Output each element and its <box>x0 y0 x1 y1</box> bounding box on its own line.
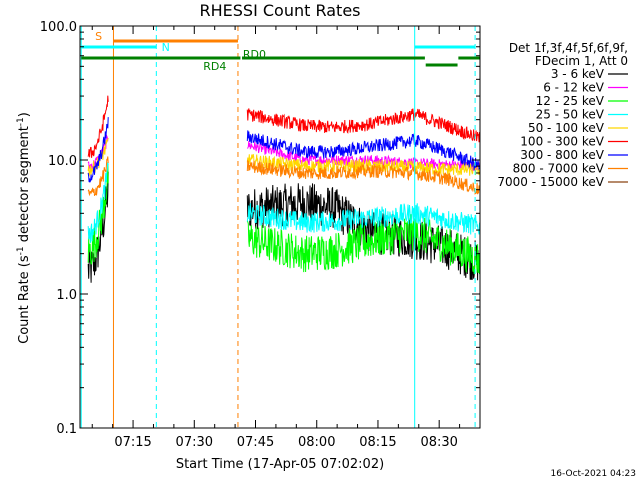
series-line-2-seg-0 <box>87 162 109 265</box>
x-tick-label: 08:00 <box>298 435 335 450</box>
plot-frame <box>79 25 481 429</box>
x-tick-label: 07:45 <box>237 435 274 450</box>
legend: Det 1f,3f,4f,5f,6f,9f, FDecim 1, Att 0 3… <box>497 41 628 189</box>
legend-label: 50 - 100 keV <box>528 121 605 135</box>
legend-label: 25 - 50 keV <box>536 108 605 122</box>
y-tick-label: 100.0 <box>40 20 77 35</box>
series-line-3-seg-0 <box>87 161 109 243</box>
series-line-6-seg-1 <box>246 130 480 171</box>
flag-label-rd4: RD4 <box>203 60 226 73</box>
legend-label: 12 - 25 keV <box>536 94 605 108</box>
y-tick-label: 10.0 <box>48 154 77 169</box>
series-line-3-seg-1 <box>246 203 480 235</box>
chart-title: RHESSI Count Rates <box>200 1 361 20</box>
series-line-7-seg-0 <box>87 156 109 197</box>
series-line-0-seg-0 <box>87 171 109 283</box>
x-tick-label: 07:15 <box>114 435 151 450</box>
series-line-7-seg-1 <box>246 159 480 195</box>
x-tick-label: 08:30 <box>420 435 457 450</box>
series-line-5-seg-1 <box>246 108 480 143</box>
flag-label-n: N <box>162 41 170 54</box>
legend-label: 7000 - 15000 keV <box>497 175 604 189</box>
legend-label: 100 - 300 keV <box>520 135 604 149</box>
x-tick-label: 07:30 <box>176 435 213 450</box>
legend-label: 6 - 12 keV <box>543 81 605 95</box>
x-axis: 07:15 07:30 07:45 08:00 08:15 08:30 <box>91 26 481 450</box>
legend-label: 300 - 800 keV <box>520 148 604 162</box>
legend-label: 3 - 6 keV <box>551 67 605 81</box>
x-tick-label: 08:15 <box>359 435 396 450</box>
footer-timestamp: 16-Oct-2021 04:23 <box>551 469 636 479</box>
x-axis-title: Start Time (17-Apr-05 07:02:02) <box>176 457 384 472</box>
flag-label-s: S <box>95 30 102 43</box>
y-tick-label: 0.1 <box>56 422 77 437</box>
y-axis: 0.1 1.0 10.0 100.0 <box>40 20 480 437</box>
legend-header-line-2: FDecim 1, Att 0 <box>535 54 628 68</box>
legend-label: 800 - 7000 keV <box>513 162 605 176</box>
series-layer <box>87 95 480 283</box>
series-line-6-seg-0 <box>87 117 109 184</box>
series-line-5-seg-0 <box>87 95 109 158</box>
y-axis-title: Count Rate (s-1 detector segment-1) <box>16 112 32 344</box>
y-tick-label: 1.0 <box>56 288 77 303</box>
flag-label-rd0: RD0 <box>243 48 266 61</box>
series-line-4-seg-1 <box>246 154 480 176</box>
annotation-layer: S N RD0 RD4 <box>80 26 480 428</box>
legend-header-line-1: Det 1f,3f,4f,5f,6f,9f, <box>509 41 628 55</box>
series-line-2-seg-1 <box>246 214 480 275</box>
